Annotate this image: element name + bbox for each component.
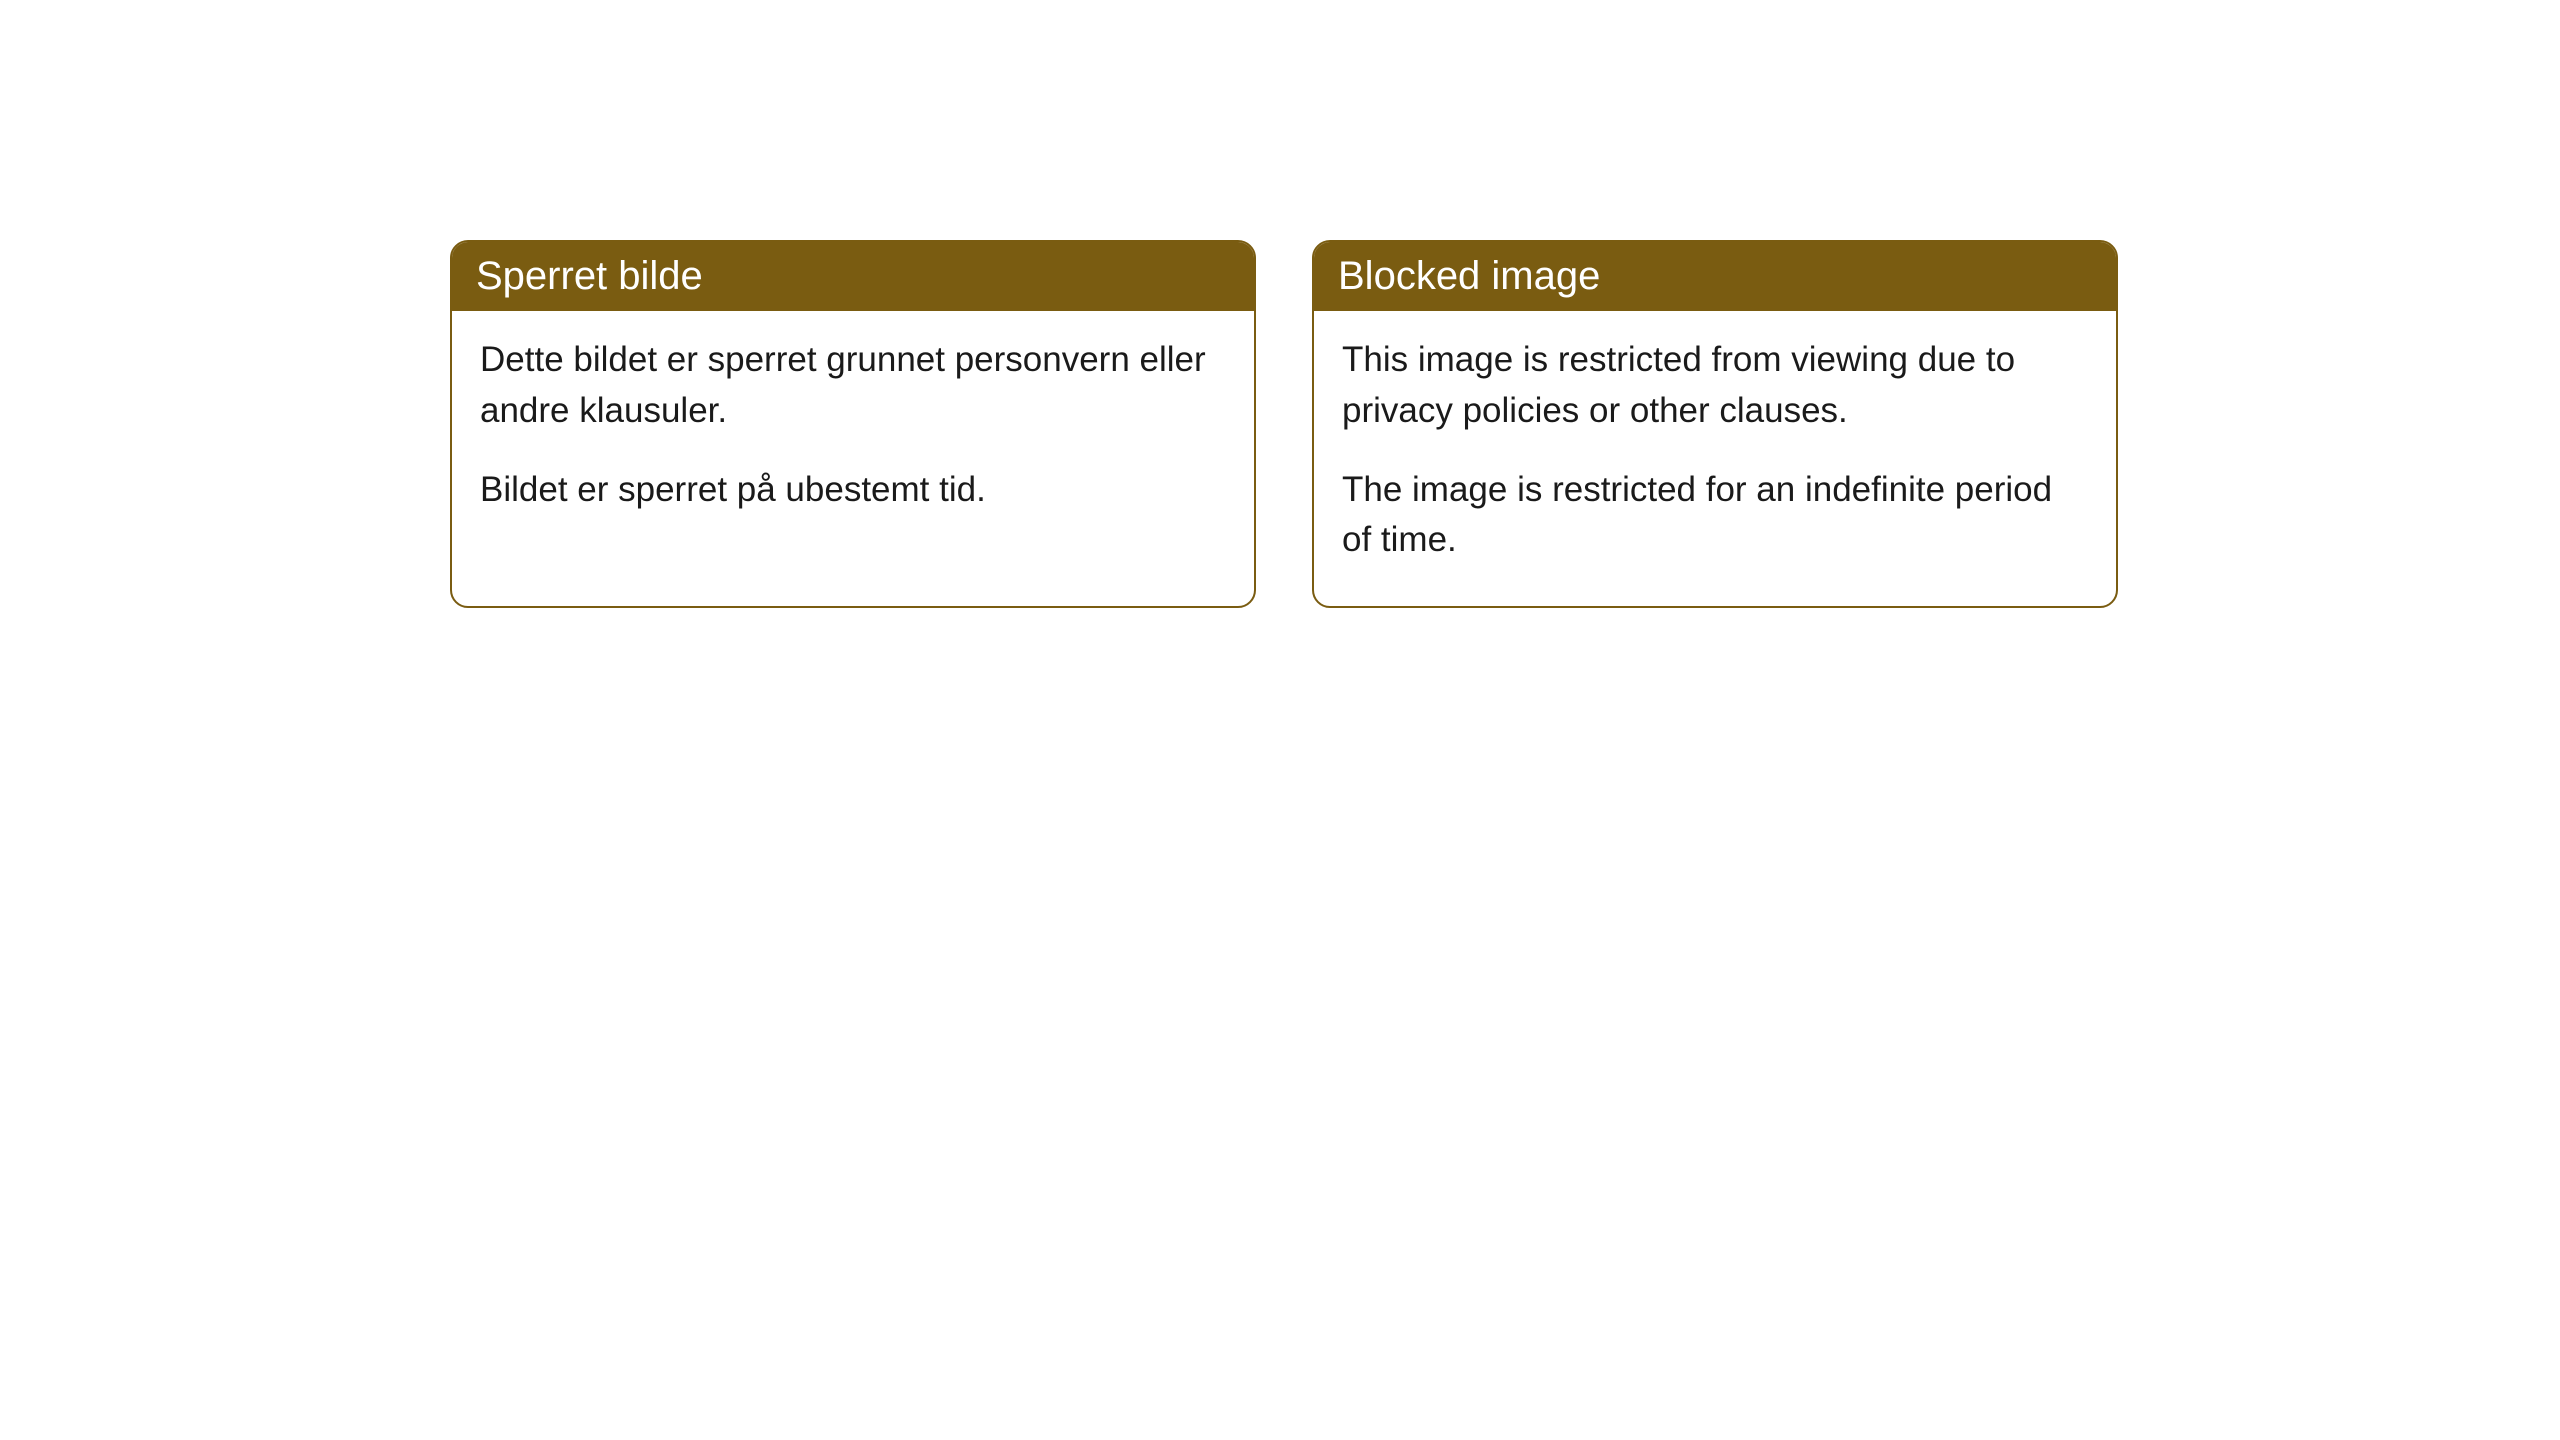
card-paragraph: Bildet er sperret på ubestemt tid.: [480, 465, 1226, 516]
card-paragraph: The image is restricted for an indefinit…: [1342, 465, 2088, 567]
card-paragraph: This image is restricted from viewing du…: [1342, 335, 2088, 437]
blocked-image-card-norwegian: Sperret bilde Dette bildet er sperret gr…: [450, 240, 1256, 608]
card-body: Dette bildet er sperret grunnet personve…: [452, 311, 1254, 555]
notice-cards-container: Sperret bilde Dette bildet er sperret gr…: [0, 0, 2560, 608]
card-body: This image is restricted from viewing du…: [1314, 311, 2116, 606]
blocked-image-card-english: Blocked image This image is restricted f…: [1312, 240, 2118, 608]
card-header: Blocked image: [1314, 242, 2116, 311]
card-header: Sperret bilde: [452, 242, 1254, 311]
card-paragraph: Dette bildet er sperret grunnet personve…: [480, 335, 1226, 437]
